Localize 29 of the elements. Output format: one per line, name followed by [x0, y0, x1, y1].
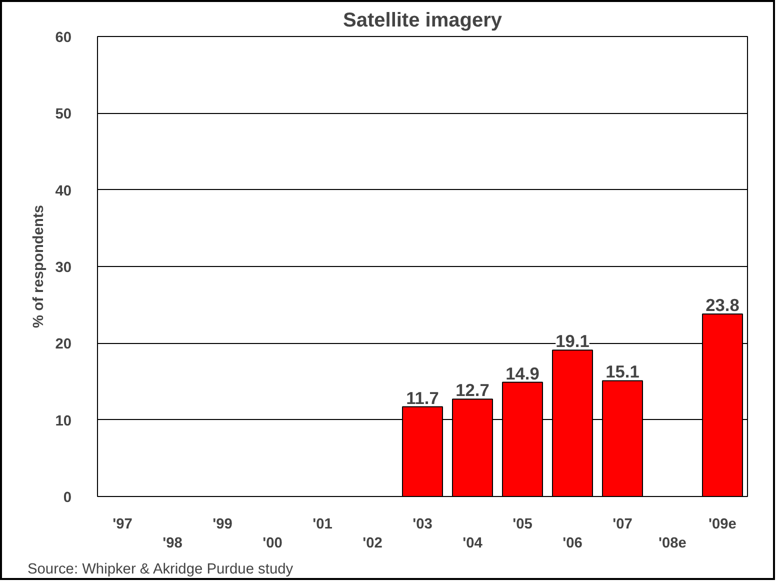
y-tick-label: 60: [55, 30, 72, 46]
x-tick-label: '00: [262, 536, 282, 552]
x-tick-label: '03: [412, 516, 432, 532]
y-tick-label: 10: [55, 413, 72, 430]
y-tick-label: 0: [63, 490, 72, 506]
data-label: 15.1: [606, 362, 640, 382]
data-label: 14.9: [506, 363, 540, 384]
x-tick-label: '02: [362, 536, 382, 552]
y-tick-label: 30: [55, 260, 72, 276]
data-label: 23.8: [706, 295, 740, 316]
data-label: 12.7: [456, 380, 490, 400]
x-tick-label: '06: [562, 536, 582, 552]
x-tick-label: '98: [162, 536, 182, 552]
y-tick-label: 50: [55, 106, 72, 123]
x-tick-label: '08e: [658, 536, 686, 552]
y-tick-label: 20: [55, 336, 72, 353]
x-tick-label: '07: [612, 516, 632, 532]
y-tick-label: 40: [55, 183, 72, 200]
x-tick-label: '01: [312, 516, 332, 532]
chart-title: Satellite imagery: [343, 10, 503, 32]
data-label: 19.1: [556, 331, 590, 352]
x-tick-label: '05: [512, 516, 532, 532]
y-axis-title: % of respondents: [31, 205, 48, 328]
x-tick-label: '04: [462, 536, 484, 552]
x-tick-label: '97: [112, 516, 132, 532]
x-tick-label: '09e: [708, 516, 736, 532]
source-note: Source: Whipker & Akridge Purdue study: [28, 562, 294, 578]
x-tick-label: '99: [212, 516, 232, 532]
data-label: 11.7: [406, 388, 439, 408]
